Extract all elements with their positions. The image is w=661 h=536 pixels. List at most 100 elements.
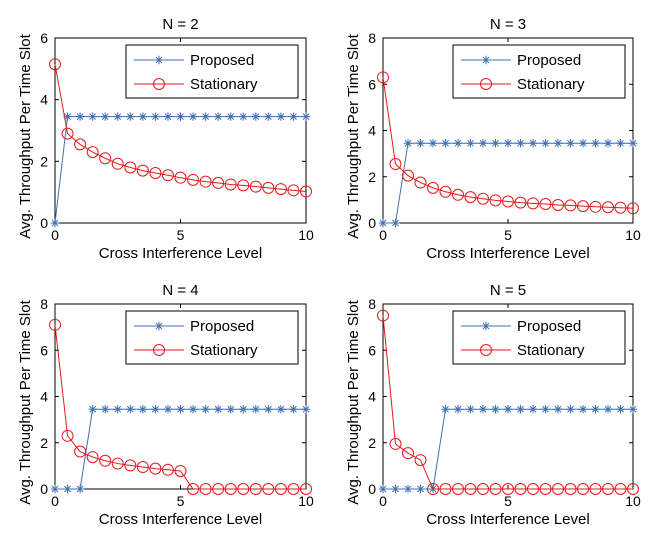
y-tick-label: 8 — [368, 30, 376, 46]
data-point — [503, 139, 513, 148]
series-proposed — [50, 112, 311, 228]
data-point — [627, 202, 639, 215]
data-point — [124, 459, 137, 472]
x-axis-label: Cross Interference Level — [426, 245, 589, 262]
data-point — [464, 191, 477, 204]
data-point — [489, 483, 502, 495]
data-point — [441, 139, 450, 148]
x-tick-label: 5 — [504, 227, 512, 243]
data-point — [427, 483, 439, 495]
data-point — [616, 405, 625, 414]
legend-entry-proposed: Proposed — [461, 52, 581, 69]
data-point — [603, 405, 613, 414]
data-point — [377, 71, 389, 84]
series-proposed — [378, 139, 638, 228]
data-point — [264, 405, 273, 414]
data-point — [478, 139, 488, 148]
data-point — [552, 483, 564, 495]
data-point — [539, 198, 552, 211]
legend-label: Stationary — [190, 342, 258, 359]
data-point — [614, 483, 627, 495]
data-point — [86, 451, 99, 464]
data-point — [552, 198, 564, 211]
data-point — [602, 483, 614, 495]
data-point — [212, 176, 225, 189]
y-tick-label: 0 — [368, 215, 376, 231]
series-proposed — [378, 405, 638, 494]
data-point — [161, 463, 174, 476]
y-tick-label: 2 — [368, 435, 376, 451]
data-point — [163, 405, 173, 414]
data-point — [151, 112, 160, 121]
data-point — [491, 405, 500, 414]
data-point — [187, 173, 200, 186]
data-point — [201, 405, 210, 414]
data-point — [213, 405, 223, 414]
data-point — [602, 201, 614, 214]
y-tick-label: 6 — [368, 342, 376, 358]
x-tick-label: 5 — [504, 493, 512, 509]
data-point — [212, 483, 225, 495]
data-point — [126, 112, 135, 121]
data-point — [402, 447, 414, 460]
data-point — [74, 445, 87, 458]
data-point — [61, 127, 74, 140]
data-point — [627, 483, 639, 495]
legend-marker — [154, 321, 164, 331]
data-point — [49, 318, 61, 331]
data-point — [589, 483, 602, 495]
data-point — [249, 483, 262, 495]
data-point — [378, 484, 388, 494]
x-tick-label: 10 — [625, 227, 641, 243]
data-point — [578, 405, 588, 414]
series-proposed — [50, 405, 311, 494]
data-point — [138, 405, 148, 414]
x-tick-label: 10 — [625, 493, 641, 509]
chart-title: N = 5 — [490, 282, 526, 299]
data-point — [514, 196, 527, 209]
data-point — [391, 484, 400, 494]
chart-panel-4: N = 5 0 5 10 0 2 4 6 8 Cross Interference Level Av… — [345, 282, 641, 528]
data-point — [516, 405, 525, 414]
y-tick-label: 0 — [368, 481, 376, 497]
data-point — [287, 184, 300, 197]
data-point — [591, 139, 600, 148]
data-point — [199, 175, 212, 188]
data-point — [491, 139, 500, 148]
data-point — [289, 405, 298, 414]
data-point — [452, 483, 464, 495]
data-point — [176, 405, 185, 414]
y-tick-label: 8 — [40, 296, 48, 312]
data-point — [528, 405, 538, 414]
data-point — [213, 112, 223, 121]
data-point — [564, 199, 577, 212]
data-point — [61, 429, 74, 442]
series-line — [54, 324, 306, 490]
data-point — [566, 405, 575, 414]
y-tick-label: 2 — [40, 153, 48, 169]
data-point — [174, 464, 187, 477]
legend-box — [125, 44, 299, 99]
data-point — [502, 483, 514, 495]
data-point — [439, 483, 452, 495]
data-point — [628, 139, 638, 148]
data-point — [414, 176, 427, 189]
data-point — [199, 483, 212, 495]
legend-marker — [481, 55, 491, 65]
series-stationary — [377, 309, 639, 495]
chart-panel-3: N = 4 0 5 10 0 2 4 6 8 Cross Interference Level Av… — [17, 282, 314, 528]
legend: Proposed Stationary — [125, 310, 299, 365]
legend-box — [452, 44, 626, 99]
data-point — [136, 164, 149, 177]
data-point — [516, 139, 525, 148]
data-point — [75, 484, 85, 494]
data-point — [262, 483, 275, 495]
legend-entry-stationary: Stationary — [134, 342, 258, 359]
data-point — [616, 139, 625, 148]
legend: Proposed Stationary — [452, 310, 626, 365]
data-point — [416, 139, 425, 148]
data-point — [466, 139, 475, 148]
data-point — [452, 188, 464, 201]
data-point — [188, 112, 198, 121]
